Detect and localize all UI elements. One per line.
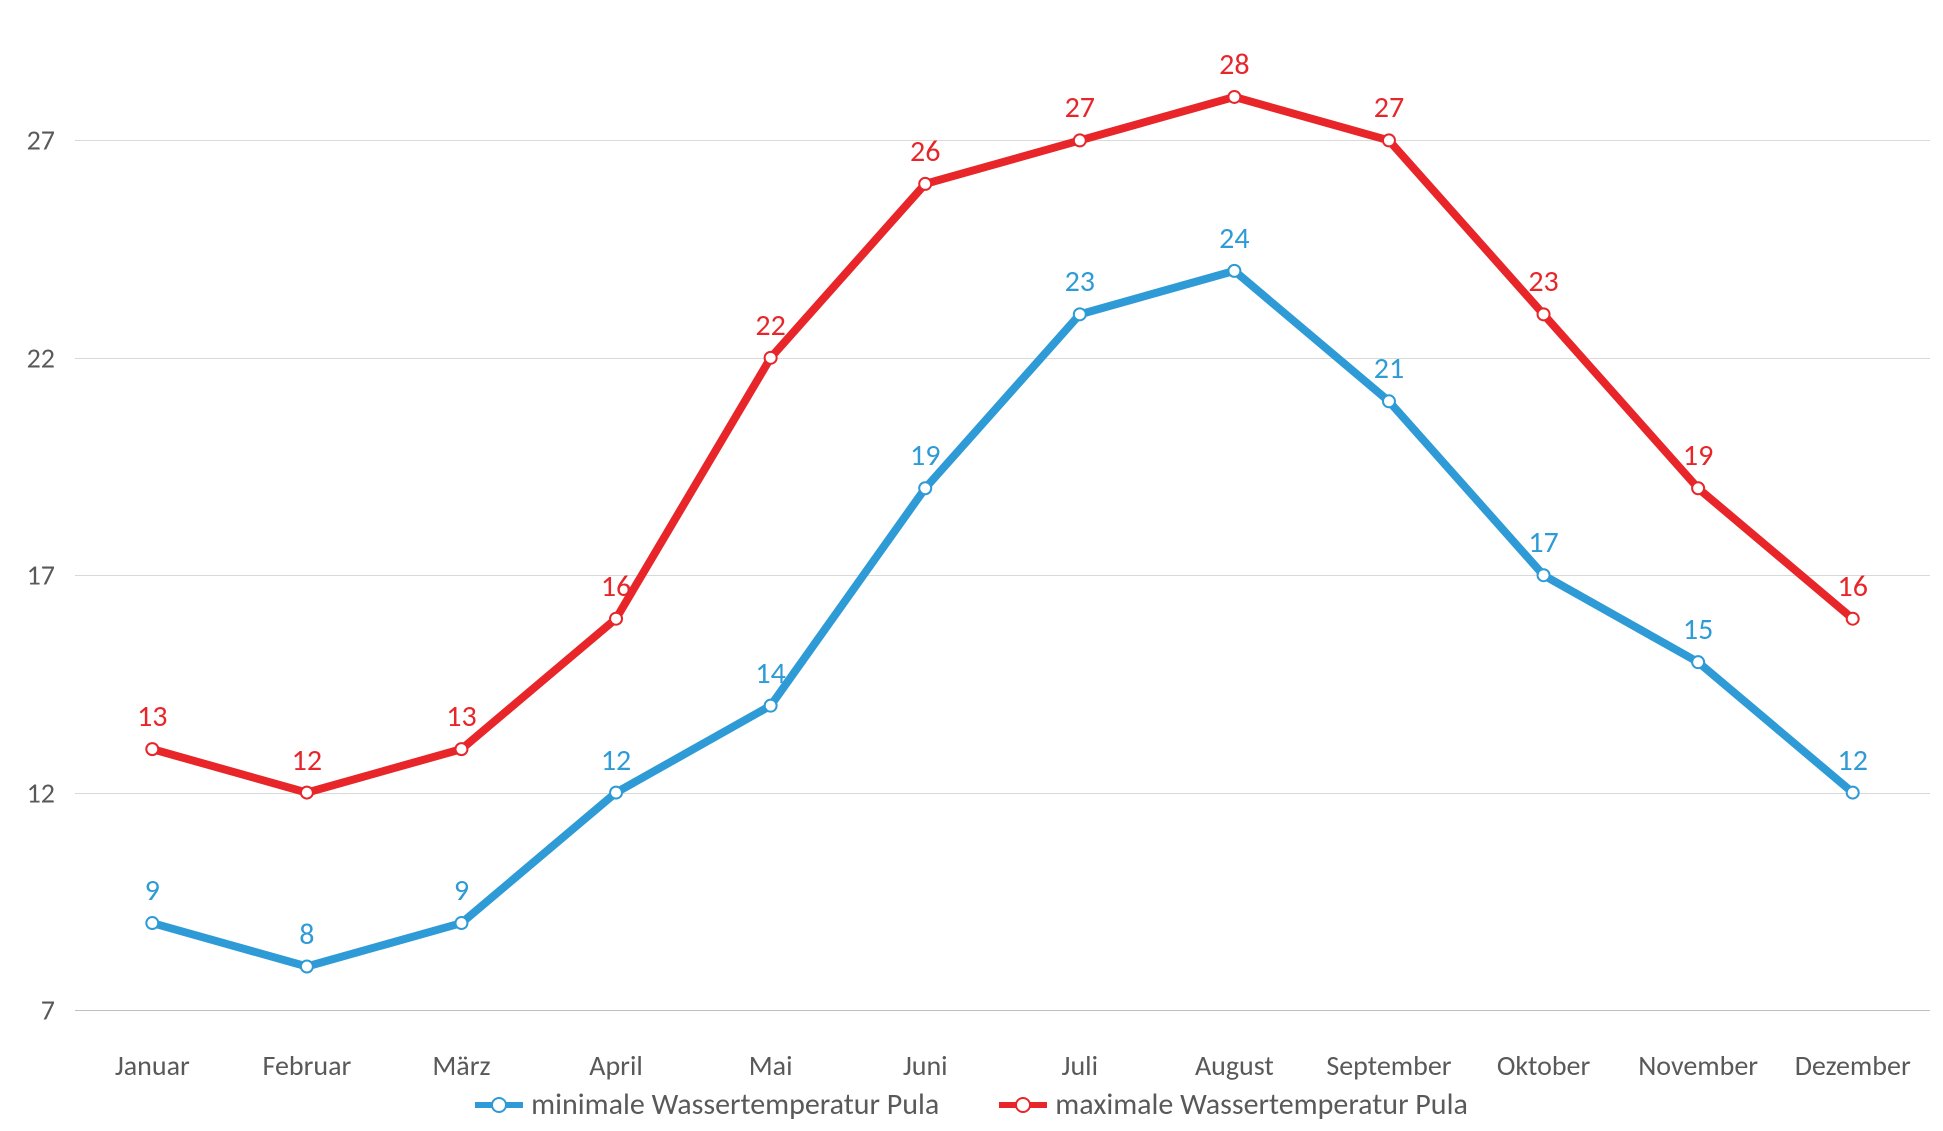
legend-item-min: minimale Wassertemperatur Pula: [475, 1086, 939, 1123]
series-marker-min: [1692, 656, 1704, 668]
legend-item-max: maximale Wassertemperatur Pula: [999, 1086, 1468, 1123]
series-marker-min: [1847, 787, 1859, 799]
series-marker-max: [1074, 134, 1086, 146]
series-marker-min: [1538, 569, 1550, 581]
series-marker-max: [146, 743, 158, 755]
series-marker-min: [146, 917, 158, 929]
data-label-max: 13: [446, 698, 476, 735]
series-marker-max: [765, 352, 777, 364]
data-label-min: 12: [1837, 742, 1867, 779]
data-label-max: 28: [1219, 46, 1249, 83]
data-label-min: 19: [910, 437, 940, 474]
series-marker-max: [1692, 482, 1704, 494]
data-label-max: 16: [1837, 568, 1867, 605]
series-marker-min: [1228, 265, 1240, 277]
series-marker-min: [1074, 308, 1086, 320]
chart-svg: [0, 0, 1943, 1131]
data-label-min: 8: [299, 916, 314, 953]
legend-label-min: minimale Wassertemperatur Pula: [531, 1086, 939, 1123]
series-marker-min: [1383, 395, 1395, 407]
legend-swatch-max: [999, 1098, 1047, 1112]
data-label-min: 21: [1374, 350, 1404, 387]
series-marker-max: [455, 743, 467, 755]
series-marker-min: [919, 482, 931, 494]
data-label-max: 27: [1374, 89, 1404, 126]
legend-label-max: maximale Wassertemperatur Pula: [1055, 1086, 1468, 1123]
data-label-min: 23: [1065, 263, 1095, 300]
series-marker-max: [1538, 308, 1550, 320]
data-label-min: 17: [1528, 524, 1558, 561]
series-marker-max: [1383, 134, 1395, 146]
series-marker-min: [765, 700, 777, 712]
data-label-min: 9: [454, 872, 469, 909]
data-label-min: 24: [1219, 220, 1249, 257]
series-marker-min: [610, 787, 622, 799]
data-label-min: 15: [1683, 611, 1713, 648]
data-label-max: 16: [601, 568, 631, 605]
data-label-min: 12: [601, 742, 631, 779]
series-marker-max: [919, 178, 931, 190]
series-marker-min: [301, 961, 313, 973]
data-label-max: 27: [1065, 89, 1095, 126]
data-label-max: 26: [910, 133, 940, 170]
data-label-max: 23: [1528, 263, 1558, 300]
series-marker-max: [1228, 91, 1240, 103]
data-label-max: 12: [292, 742, 322, 779]
series-marker-max: [301, 787, 313, 799]
data-label-min: 14: [755, 655, 785, 692]
series-marker-max: [610, 613, 622, 625]
series-marker-max: [1847, 613, 1859, 625]
legend-swatch-min: [475, 1098, 523, 1112]
data-label-max: 22: [755, 307, 785, 344]
legend: minimale Wassertemperatur Pula maximale W…: [0, 1086, 1943, 1123]
series-line-max: [152, 97, 1852, 793]
series-marker-min: [455, 917, 467, 929]
data-label-min: 9: [145, 872, 160, 909]
data-label-max: 13: [137, 698, 167, 735]
data-label-max: 19: [1683, 437, 1713, 474]
